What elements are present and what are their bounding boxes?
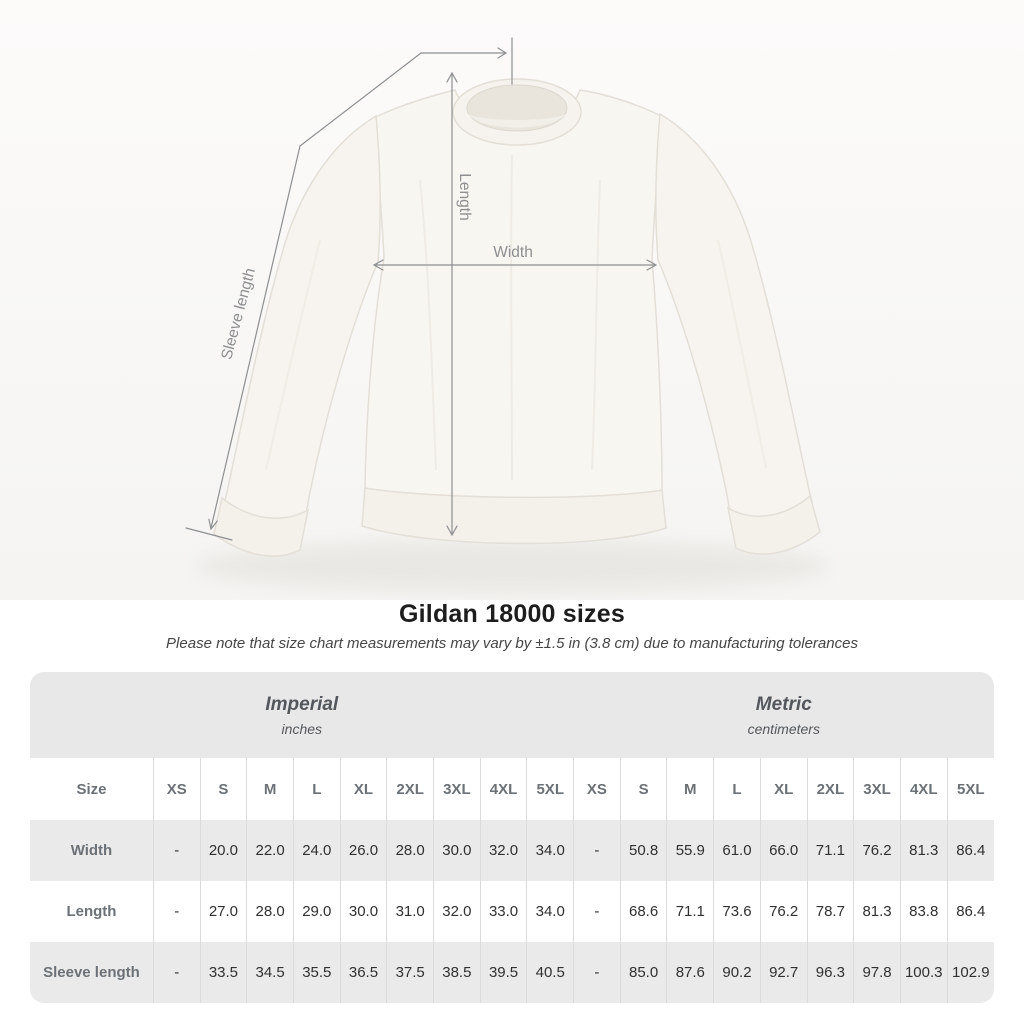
- length-label: Length: [456, 173, 473, 220]
- value-cell: 32.0: [433, 881, 481, 942]
- value-cell: 92.7: [759, 942, 808, 1003]
- value-cell: 34.0: [526, 820, 574, 881]
- product-photo: Length Width Sleeve length: [0, 0, 1024, 600]
- size-header-cell: 2XL: [806, 758, 854, 820]
- value-cell: -: [152, 820, 201, 881]
- size-header-cell: L: [292, 758, 341, 820]
- value-cell: 86.4: [946, 881, 994, 942]
- row-label: Width: [30, 820, 154, 881]
- value-cell: 68.6: [619, 881, 667, 942]
- size-table: Imperial inches Metric centimeters Size …: [30, 672, 994, 1003]
- value-cell: 32.0: [479, 820, 527, 881]
- page-title: Gildan 18000 sizes: [399, 600, 625, 628]
- value-cell: 34.5: [246, 942, 294, 1003]
- size-header-row: Size XS S M L XL 2XL 3XL 4XL 5XL XS S M …: [30, 758, 994, 820]
- value-cell: 96.3: [806, 942, 854, 1003]
- size-header-cell: 2XL: [386, 758, 434, 820]
- value-cell: 30.0: [433, 820, 481, 881]
- value-cell: -: [152, 942, 201, 1003]
- value-cell: 37.5: [386, 942, 434, 1003]
- fabric-creases: [265, 154, 767, 481]
- size-header-cell: L: [713, 758, 761, 820]
- width-label: Width: [493, 244, 533, 261]
- value-cell: 34.0: [526, 881, 574, 942]
- shirt-shadow: [194, 540, 830, 592]
- size-header-cell: XS: [573, 758, 621, 820]
- value-cell: 61.0: [713, 820, 761, 881]
- value-cell: 35.5: [292, 942, 341, 1003]
- metric-unit: centimeters: [747, 720, 820, 737]
- value-cell: 73.6: [713, 881, 761, 942]
- size-header-cell: S: [619, 758, 667, 820]
- value-cell: 55.9: [666, 820, 714, 881]
- value-cell: 24.0: [292, 820, 341, 881]
- value-cell: 71.1: [806, 820, 854, 881]
- size-header-cell: S: [199, 758, 247, 820]
- value-cell: 86.4: [946, 820, 994, 881]
- value-cell: 40.5: [526, 942, 574, 1003]
- value-cell: 28.0: [386, 820, 434, 881]
- sleeve-length-arrow: [185, 37, 513, 541]
- size-header-cell: 5XL: [526, 758, 574, 820]
- size-header-cell: XL: [759, 758, 808, 820]
- value-cell: 31.0: [386, 881, 434, 942]
- size-header-cell: XS: [152, 758, 201, 820]
- row-label: Length: [30, 881, 154, 942]
- value-cell: 81.3: [853, 881, 901, 942]
- length-arrow: [446, 71, 458, 537]
- value-cell: 26.0: [339, 820, 387, 881]
- value-cell: 20.0: [199, 820, 247, 881]
- value-cell: 66.0: [759, 820, 808, 881]
- value-cell: 78.7: [806, 881, 854, 942]
- size-header-cell: 3XL: [433, 758, 481, 820]
- value-cell: -: [573, 942, 621, 1003]
- size-header-cell: 3XL: [853, 758, 901, 820]
- value-cell: 81.3: [899, 820, 948, 881]
- imperial-section-header: Imperial inches: [30, 672, 574, 758]
- size-header-cell: M: [246, 758, 294, 820]
- size-header-cell: 5XL: [946, 758, 994, 820]
- width-arrow: [372, 259, 658, 271]
- value-cell: 50.8: [619, 820, 667, 881]
- size-header-cell: 4XL: [479, 758, 527, 820]
- value-cell: 33.0: [479, 881, 527, 942]
- value-cell: 85.0: [619, 942, 667, 1003]
- value-cell: 87.6: [666, 942, 714, 1003]
- value-cell: 33.5: [199, 942, 247, 1003]
- value-cell: 100.3: [899, 942, 948, 1003]
- value-cell: 76.2: [853, 820, 901, 881]
- size-header-cell: M: [666, 758, 714, 820]
- value-cell: 102.9: [946, 942, 994, 1003]
- value-cell: 76.2: [759, 881, 808, 942]
- size-column-header: Size: [30, 758, 154, 820]
- value-cell: 30.0: [339, 881, 387, 942]
- value-cell: 28.0: [246, 881, 294, 942]
- value-cell: -: [152, 881, 201, 942]
- value-cell: 22.0: [246, 820, 294, 881]
- tolerance-note: Please note that size chart measurements…: [166, 635, 858, 652]
- sweatshirt: [213, 78, 821, 557]
- value-cell: 38.5: [433, 942, 481, 1003]
- value-cell: 83.8: [899, 881, 948, 942]
- metric-section-header: Metric centimeters: [573, 672, 994, 758]
- size-header-cell: 4XL: [899, 758, 948, 820]
- table-row-width: Width - 20.0 22.0 24.0 26.0 28.0 30.0 32…: [30, 820, 994, 881]
- value-cell: 90.2: [713, 942, 761, 1003]
- value-cell: 39.5: [479, 942, 527, 1003]
- value-cell: 36.5: [339, 942, 387, 1003]
- value-cell: 97.8: [853, 942, 901, 1003]
- value-cell: -: [573, 820, 621, 881]
- imperial-label: Imperial: [265, 693, 339, 715]
- size-header-cell: XL: [339, 758, 387, 820]
- value-cell: 27.0: [199, 881, 247, 942]
- imperial-unit: inches: [281, 720, 323, 737]
- value-cell: -: [573, 881, 621, 942]
- table-row-sleeve-length: Sleeve length - 33.5 34.5 35.5 36.5 37.5…: [30, 942, 994, 1003]
- metric-label: Metric: [755, 693, 812, 715]
- value-cell: 71.1: [666, 881, 714, 942]
- value-cell: 29.0: [292, 881, 341, 942]
- row-label: Sleeve length: [30, 942, 154, 1003]
- sweatshirt-illustration: Length Width Sleeve length: [0, 0, 1024, 600]
- table-row-length: Length - 27.0 28.0 29.0 30.0 31.0 32.0 3…: [30, 881, 994, 942]
